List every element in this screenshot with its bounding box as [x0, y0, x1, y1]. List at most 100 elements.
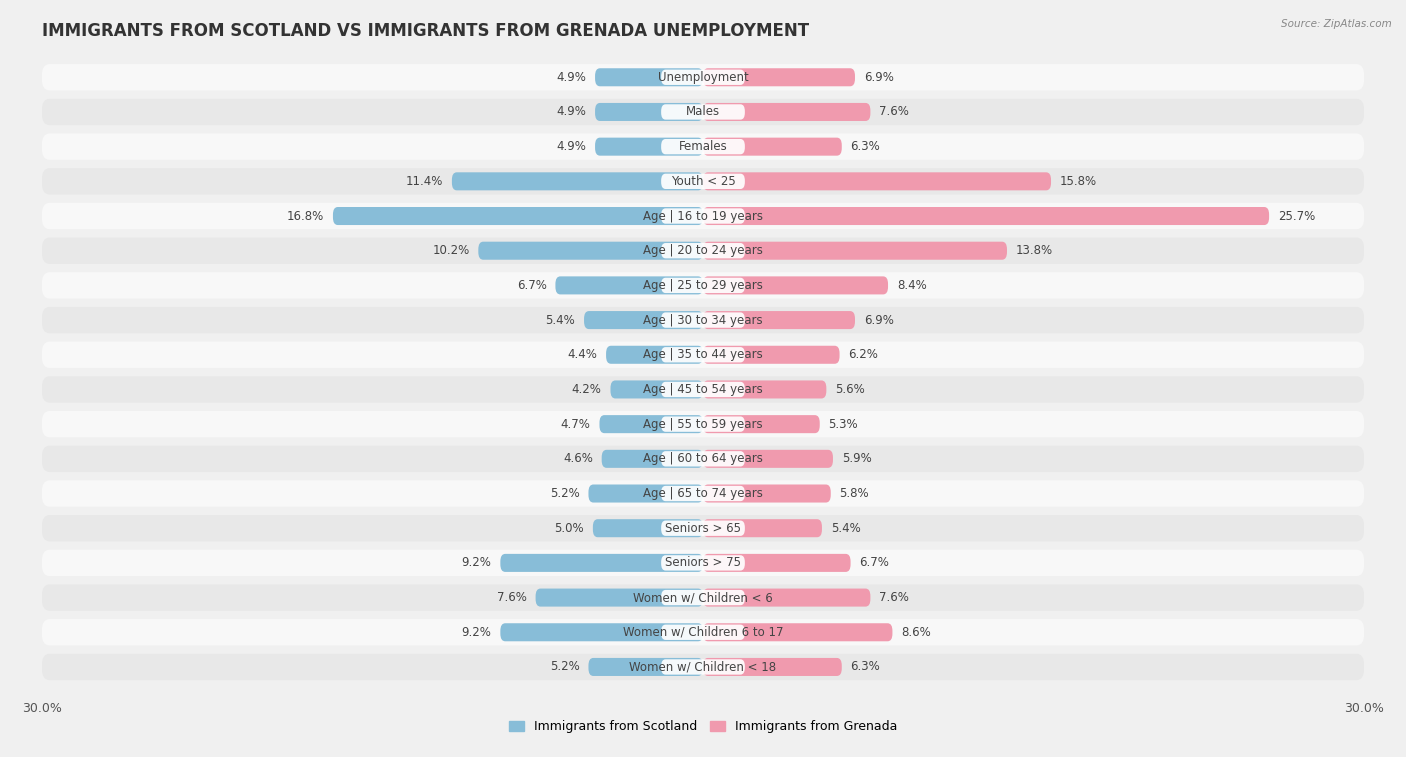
- FancyBboxPatch shape: [661, 659, 745, 674]
- Text: 13.8%: 13.8%: [1015, 245, 1053, 257]
- FancyBboxPatch shape: [661, 521, 745, 536]
- Text: Age | 20 to 24 years: Age | 20 to 24 years: [643, 245, 763, 257]
- Text: 11.4%: 11.4%: [406, 175, 443, 188]
- Text: Seniors > 65: Seniors > 65: [665, 522, 741, 534]
- FancyBboxPatch shape: [595, 68, 703, 86]
- FancyBboxPatch shape: [703, 241, 1007, 260]
- FancyBboxPatch shape: [42, 307, 1364, 333]
- FancyBboxPatch shape: [595, 138, 703, 156]
- Text: 5.6%: 5.6%: [835, 383, 865, 396]
- FancyBboxPatch shape: [42, 341, 1364, 368]
- Text: Age | 16 to 19 years: Age | 16 to 19 years: [643, 210, 763, 223]
- FancyBboxPatch shape: [661, 313, 745, 328]
- FancyBboxPatch shape: [536, 588, 703, 606]
- FancyBboxPatch shape: [703, 103, 870, 121]
- FancyBboxPatch shape: [593, 519, 703, 537]
- FancyBboxPatch shape: [661, 139, 745, 154]
- FancyBboxPatch shape: [42, 203, 1364, 229]
- Text: 16.8%: 16.8%: [287, 210, 325, 223]
- FancyBboxPatch shape: [661, 451, 745, 466]
- FancyBboxPatch shape: [661, 70, 745, 85]
- FancyBboxPatch shape: [661, 590, 745, 606]
- Text: 5.0%: 5.0%: [554, 522, 583, 534]
- FancyBboxPatch shape: [555, 276, 703, 294]
- Text: 5.2%: 5.2%: [550, 487, 579, 500]
- Text: Age | 65 to 74 years: Age | 65 to 74 years: [643, 487, 763, 500]
- FancyBboxPatch shape: [42, 238, 1364, 264]
- FancyBboxPatch shape: [42, 98, 1364, 125]
- Text: 8.4%: 8.4%: [897, 279, 927, 292]
- Text: 8.6%: 8.6%: [901, 626, 931, 639]
- FancyBboxPatch shape: [703, 658, 842, 676]
- FancyBboxPatch shape: [703, 173, 1052, 190]
- Text: 4.6%: 4.6%: [562, 453, 593, 466]
- FancyBboxPatch shape: [703, 484, 831, 503]
- FancyBboxPatch shape: [661, 486, 745, 501]
- Text: 5.4%: 5.4%: [546, 313, 575, 326]
- FancyBboxPatch shape: [703, 346, 839, 364]
- FancyBboxPatch shape: [478, 241, 703, 260]
- Text: Source: ZipAtlas.com: Source: ZipAtlas.com: [1281, 19, 1392, 29]
- Text: Women w/ Children < 6: Women w/ Children < 6: [633, 591, 773, 604]
- FancyBboxPatch shape: [661, 243, 745, 258]
- Text: 25.7%: 25.7%: [1278, 210, 1315, 223]
- FancyBboxPatch shape: [589, 484, 703, 503]
- FancyBboxPatch shape: [661, 347, 745, 363]
- Text: Age | 25 to 29 years: Age | 25 to 29 years: [643, 279, 763, 292]
- FancyBboxPatch shape: [42, 619, 1364, 646]
- Legend: Immigrants from Scotland, Immigrants from Grenada: Immigrants from Scotland, Immigrants fro…: [503, 715, 903, 738]
- Text: 5.2%: 5.2%: [550, 660, 579, 674]
- Text: Women w/ Children 6 to 17: Women w/ Children 6 to 17: [623, 626, 783, 639]
- Text: 4.7%: 4.7%: [561, 418, 591, 431]
- Text: Unemployment: Unemployment: [658, 70, 748, 84]
- Text: Youth < 25: Youth < 25: [671, 175, 735, 188]
- Text: 6.2%: 6.2%: [848, 348, 879, 361]
- FancyBboxPatch shape: [42, 411, 1364, 438]
- Text: IMMIGRANTS FROM SCOTLAND VS IMMIGRANTS FROM GRENADA UNEMPLOYMENT: IMMIGRANTS FROM SCOTLAND VS IMMIGRANTS F…: [42, 22, 810, 40]
- Text: 5.3%: 5.3%: [828, 418, 858, 431]
- FancyBboxPatch shape: [42, 481, 1364, 506]
- Text: Females: Females: [679, 140, 727, 153]
- Text: Age | 30 to 34 years: Age | 30 to 34 years: [643, 313, 763, 326]
- Text: Age | 35 to 44 years: Age | 35 to 44 years: [643, 348, 763, 361]
- Text: 4.2%: 4.2%: [572, 383, 602, 396]
- Text: 6.7%: 6.7%: [859, 556, 889, 569]
- FancyBboxPatch shape: [42, 584, 1364, 611]
- FancyBboxPatch shape: [703, 68, 855, 86]
- Text: 5.9%: 5.9%: [842, 453, 872, 466]
- Text: 4.4%: 4.4%: [568, 348, 598, 361]
- FancyBboxPatch shape: [661, 382, 745, 397]
- FancyBboxPatch shape: [703, 450, 832, 468]
- Text: 4.9%: 4.9%: [557, 105, 586, 118]
- FancyBboxPatch shape: [42, 446, 1364, 472]
- Text: Males: Males: [686, 105, 720, 118]
- FancyBboxPatch shape: [501, 623, 703, 641]
- FancyBboxPatch shape: [595, 103, 703, 121]
- Text: 5.8%: 5.8%: [839, 487, 869, 500]
- Text: 6.7%: 6.7%: [517, 279, 547, 292]
- Text: 7.6%: 7.6%: [879, 591, 910, 604]
- Text: Age | 55 to 59 years: Age | 55 to 59 years: [643, 418, 763, 431]
- FancyBboxPatch shape: [661, 625, 745, 640]
- FancyBboxPatch shape: [606, 346, 703, 364]
- FancyBboxPatch shape: [599, 415, 703, 433]
- Text: 10.2%: 10.2%: [432, 245, 470, 257]
- FancyBboxPatch shape: [703, 207, 1270, 225]
- FancyBboxPatch shape: [42, 654, 1364, 680]
- FancyBboxPatch shape: [602, 450, 703, 468]
- Text: 5.4%: 5.4%: [831, 522, 860, 534]
- Text: Age | 45 to 54 years: Age | 45 to 54 years: [643, 383, 763, 396]
- FancyBboxPatch shape: [583, 311, 703, 329]
- FancyBboxPatch shape: [42, 376, 1364, 403]
- Text: 15.8%: 15.8%: [1060, 175, 1097, 188]
- FancyBboxPatch shape: [703, 311, 855, 329]
- FancyBboxPatch shape: [42, 515, 1364, 541]
- FancyBboxPatch shape: [501, 554, 703, 572]
- Text: 9.2%: 9.2%: [461, 626, 492, 639]
- Text: Seniors > 75: Seniors > 75: [665, 556, 741, 569]
- FancyBboxPatch shape: [703, 276, 889, 294]
- Text: 4.9%: 4.9%: [557, 140, 586, 153]
- FancyBboxPatch shape: [703, 554, 851, 572]
- Text: 7.6%: 7.6%: [496, 591, 527, 604]
- FancyBboxPatch shape: [42, 168, 1364, 195]
